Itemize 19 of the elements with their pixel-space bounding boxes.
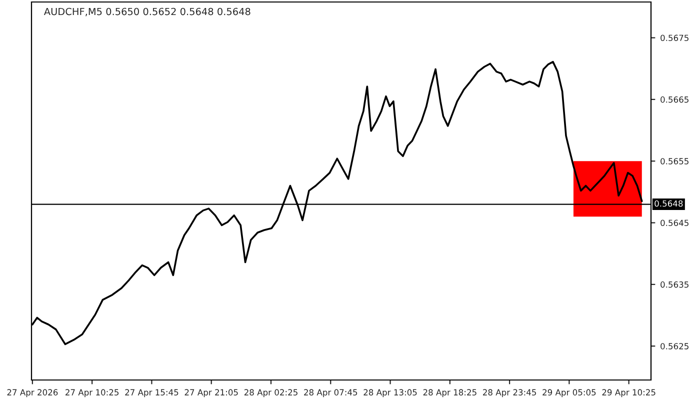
x-tick-label: 28 Apr 23:45 <box>482 389 536 398</box>
y-tick-label: 0.5635 <box>660 281 688 288</box>
x-tick-label: 27 Apr 2026 <box>7 389 58 398</box>
x-tick-label: 27 Apr 21:05 <box>184 389 238 398</box>
y-tick-label: 0.5645 <box>660 220 688 226</box>
y-tick-label: 0.5655 <box>660 158 688 164</box>
x-tick-label: 28 Apr 02:25 <box>244 389 298 398</box>
y-tick-label: 0.5675 <box>660 34 688 42</box>
x-tick-label: 28 Apr 18:25 <box>423 389 476 398</box>
x-tick-label: 27 Apr 10:25 <box>66 389 119 398</box>
text: AUDCHF,M5 0.5650 0.5652 0.5648 0.5648 <box>44 8 250 16</box>
ref-line-label: 0.5648 <box>654 200 683 207</box>
x-tick-label: 28 Apr 13:05 <box>364 389 417 398</box>
y-tick-label: 0.5625 <box>660 343 688 350</box>
x-tick-label: 29 Apr 05:05 <box>542 389 596 398</box>
x-tick-label: 27 Apr 15:45 <box>125 389 178 398</box>
y-tick-label: 0.5665 <box>660 96 688 103</box>
x-tick-label: 28 Apr 07:45 <box>304 389 358 398</box>
x-tick-label: 29 Apr 10:25 <box>602 389 656 398</box>
